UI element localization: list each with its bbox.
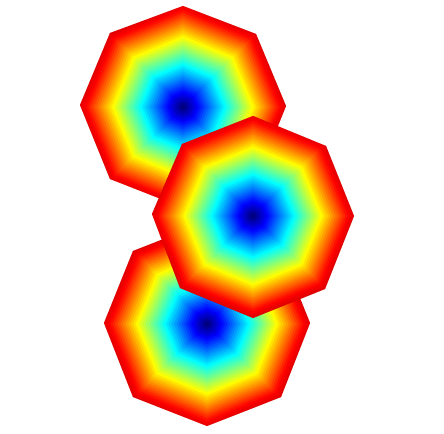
octagon-bottom [104,222,310,426]
octagon-middle [152,116,354,318]
color-ring [180,104,186,110]
octagon-middle-rings [152,116,354,318]
octagon-bottom-rings [104,222,310,426]
color-ring [204,321,210,327]
color-ring [250,213,256,219]
